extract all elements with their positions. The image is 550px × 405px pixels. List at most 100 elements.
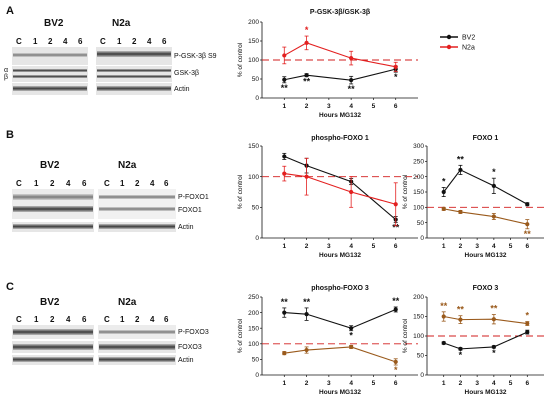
x-tick-label: 3 bbox=[475, 243, 479, 250]
data-point bbox=[458, 209, 463, 215]
blot-a-band-label: P-GSK-3β S9 bbox=[174, 53, 217, 60]
data-point bbox=[304, 40, 309, 46]
blot-c-lane-label: C bbox=[16, 315, 22, 324]
blot-c-lane-label: 6 bbox=[164, 315, 169, 324]
y-tick-label: 150 bbox=[413, 189, 424, 196]
blot-b-lane-label: 1 bbox=[34, 179, 39, 188]
series-line-n2a bbox=[284, 42, 396, 68]
blot-b-lane-label: C bbox=[16, 179, 22, 188]
blot-band bbox=[97, 75, 171, 78]
y-tick-label: 50 bbox=[417, 220, 425, 227]
blot-a-band-label: Actin bbox=[174, 86, 190, 93]
significance-marker: ** bbox=[457, 154, 465, 164]
y-tick-label: 0 bbox=[420, 235, 424, 242]
x-tick-label: 1 bbox=[442, 243, 446, 250]
significance-marker: * bbox=[492, 167, 496, 177]
y-tick-label: 150 bbox=[248, 143, 259, 150]
blot-b-lane-label: 4 bbox=[66, 179, 71, 188]
blot-b: BV2 N2a C 1 2 4 6 C 1 2 4 6 P-FOXO1 FOXO… bbox=[12, 160, 209, 232]
blot-a-lane-label: 6 bbox=[162, 37, 167, 46]
significance-marker: ** bbox=[490, 304, 498, 314]
legend-n2a-marker bbox=[446, 44, 452, 50]
data-point bbox=[525, 330, 530, 335]
blot-b-lane-label: 2 bbox=[135, 179, 140, 188]
x-tick-label: 1 bbox=[442, 380, 446, 387]
x-tick-label: 4 bbox=[492, 243, 496, 250]
chart-p-gsk3b: P-GSK-3β/GSK-3β 0 50 100 150 200 1 2 3 4 5 6 Hours M… bbox=[237, 9, 418, 119]
x-tick-label: 6 bbox=[394, 103, 398, 110]
y-tick-label: 0 bbox=[255, 95, 259, 102]
blot-band bbox=[99, 195, 175, 199]
blot-c-lane-label: 4 bbox=[66, 315, 71, 324]
blot-a-group-bv2-title: BV2 bbox=[44, 18, 64, 29]
blot-band bbox=[13, 53, 87, 57]
y-tick-label: 250 bbox=[413, 159, 424, 166]
x-tick-label: 2 bbox=[459, 380, 463, 387]
series-line-n2a bbox=[443, 208, 528, 225]
data-point bbox=[282, 310, 287, 315]
data-point bbox=[349, 78, 354, 83]
blot-c-lane-label: C bbox=[104, 315, 110, 324]
blot-c: BV2 N2a C 1 2 4 6 C 1 2 4 6 P-FOXO3 bbox=[12, 297, 209, 365]
blot-band bbox=[13, 75, 87, 78]
blot-c-group-n2a-title: N2a bbox=[118, 297, 137, 308]
blot-c-lane-label: 2 bbox=[135, 315, 140, 324]
data-point bbox=[282, 53, 287, 58]
blot-c-band-label: FOXO3 bbox=[178, 344, 202, 351]
blot-b-band-label: Actin bbox=[178, 224, 194, 231]
blot-a-alpha-label: α bbox=[4, 67, 8, 74]
x-tick-label: 5 bbox=[509, 380, 513, 387]
x-tick-label: 6 bbox=[394, 243, 398, 250]
y-tick-label: 100 bbox=[248, 341, 259, 348]
y-axis-label: % of control bbox=[402, 174, 409, 209]
y-tick-label: 150 bbox=[413, 314, 424, 321]
y-tick-label: 200 bbox=[248, 19, 259, 26]
y-tick-label: 100 bbox=[413, 205, 424, 212]
x-tick-label: 2 bbox=[305, 243, 309, 250]
blot-band bbox=[13, 329, 93, 335]
blot-b-group-bv2-title: BV2 bbox=[40, 160, 60, 171]
y-tick-label: 250 bbox=[248, 294, 259, 301]
significance-marker: * bbox=[526, 311, 530, 321]
chart-title: phospho-FOXO 1 bbox=[311, 135, 369, 142]
chart-foxo3: FOXO 3 0 50 100 150 200 1 2 3 4 5 6 Hours MG132 % of … bbox=[402, 285, 544, 396]
significance-marker: * bbox=[492, 348, 496, 358]
blot-a-beta-label: β bbox=[4, 74, 8, 81]
data-point bbox=[458, 317, 463, 322]
blot-a-lane-label: 6 bbox=[78, 37, 83, 46]
significance-marker: * bbox=[442, 176, 446, 186]
blot-b-band-label: FOXO1 bbox=[178, 207, 202, 214]
x-tick-label: 5 bbox=[372, 243, 376, 250]
blot-a-bv2-membrane-2 bbox=[12, 66, 88, 82]
blot-band bbox=[97, 86, 171, 91]
y-tick-label: 100 bbox=[413, 333, 424, 340]
blot-band bbox=[97, 69, 171, 72]
panel-letter-a: A bbox=[6, 5, 14, 17]
data-point bbox=[349, 326, 354, 331]
legend-bv2-label: BV2 bbox=[462, 35, 475, 42]
data-point bbox=[282, 154, 287, 159]
data-point bbox=[282, 77, 287, 82]
series-line-bv2 bbox=[284, 308, 396, 329]
chart-title: FOXO 3 bbox=[473, 285, 499, 292]
y-tick-label: 200 bbox=[413, 294, 424, 301]
data-point bbox=[304, 174, 309, 179]
x-tick-label: 5 bbox=[372, 380, 376, 387]
series-line-n2a bbox=[284, 346, 396, 363]
significance-marker: ** bbox=[303, 77, 311, 87]
blot-c-band-label: Actin bbox=[178, 357, 194, 364]
blot-a-lane-label: 4 bbox=[63, 37, 68, 46]
x-tick-label: 6 bbox=[525, 243, 529, 250]
x-tick-label: 6 bbox=[394, 380, 398, 387]
data-point bbox=[282, 351, 287, 356]
y-tick-label: 200 bbox=[248, 310, 259, 317]
data-point bbox=[491, 317, 496, 322]
blot-band bbox=[99, 344, 175, 350]
blot-a-lane-label: 2 bbox=[48, 37, 53, 46]
legend-bv2-marker bbox=[446, 34, 452, 40]
x-tick-label: 3 bbox=[327, 243, 331, 250]
blot-band bbox=[13, 224, 93, 229]
chart-foxo1: FOXO 1 0 50 100 150 200 250 300 1 2 3 4 5 6 Hours MG13… bbox=[402, 135, 544, 259]
x-tick-label: 6 bbox=[525, 380, 529, 387]
data-point bbox=[458, 167, 463, 173]
